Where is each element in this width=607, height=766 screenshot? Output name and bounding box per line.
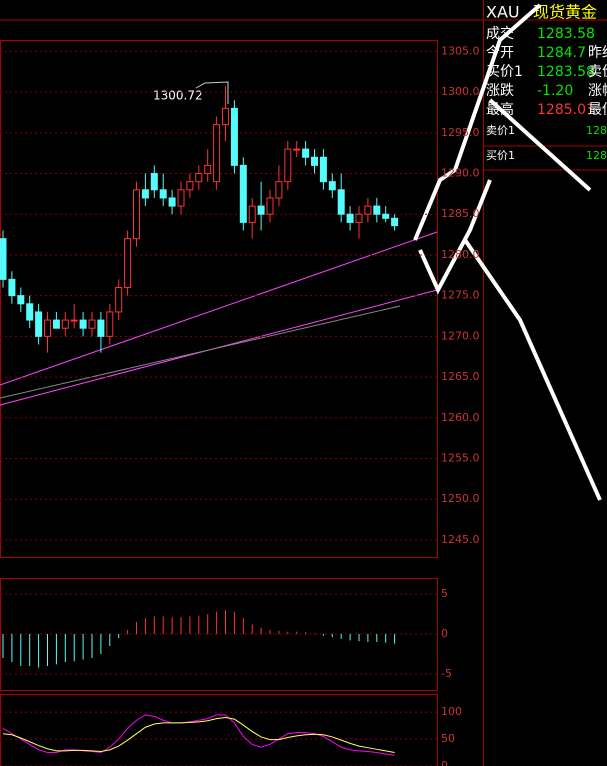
- quote-value: 1283.58: [537, 64, 595, 80]
- quote-label: 涨跌: [486, 83, 514, 99]
- y-tick-label: 1305.0: [441, 44, 480, 57]
- depth-label: 买价1: [486, 149, 515, 162]
- candle-body: [35, 311, 43, 337]
- candle-body: [8, 278, 16, 297]
- quote-label: 卖价: [588, 64, 607, 80]
- candle-body: [26, 303, 34, 321]
- candle-body: [382, 213, 390, 219]
- candle-body: [248, 205, 256, 223]
- y-tick-label: 0: [441, 627, 448, 640]
- quote-label: 涨幅: [588, 83, 607, 99]
- candle-body: [115, 287, 123, 313]
- candle-body: [88, 319, 96, 329]
- candle-body: [364, 205, 372, 215]
- y-tick-label: 5: [441, 587, 448, 600]
- candle-body: [0, 238, 7, 280]
- candle-body: [70, 319, 78, 322]
- y-tick-label: 100: [441, 705, 462, 718]
- candle-body: [124, 238, 132, 289]
- candle-body: [302, 148, 310, 158]
- candle-body: [284, 148, 292, 183]
- quote-value: 1284.7: [537, 45, 586, 61]
- candle-body: [239, 164, 247, 223]
- quote-value: -1.20: [537, 83, 573, 99]
- annotation-arrows: [413, 3, 602, 501]
- candle-body: [230, 107, 238, 166]
- candle-body: [337, 189, 345, 215]
- candle-body: [311, 156, 318, 166]
- candle-body: [159, 189, 167, 199]
- candle-body: [328, 181, 336, 191]
- main-frame: [0, 40, 438, 558]
- candle-body: [177, 189, 185, 207]
- y-tick-label: 1285.0: [441, 207, 480, 220]
- symbol: XAU: [486, 3, 520, 22]
- candle-body: [17, 295, 25, 305]
- candle-body: [141, 189, 149, 199]
- quote-label: 最高: [486, 101, 514, 118]
- y-tick-label: 1265.0: [441, 370, 480, 383]
- y-tick-label: 1245.0: [441, 533, 480, 546]
- symbol-name: 现货黄金: [533, 3, 597, 22]
- depth-label: 卖价1: [486, 124, 515, 137]
- candle-body: [373, 205, 381, 215]
- candle-body: [97, 319, 105, 337]
- y-tick-label: 1275.0: [441, 289, 480, 302]
- candle-body: [150, 173, 158, 191]
- candle-body: [266, 197, 274, 215]
- y-tick-label: 1280.0: [441, 248, 480, 261]
- quote-label: 最低: [588, 102, 607, 118]
- annotation-leader: [195, 81, 229, 104]
- candle-body: [133, 189, 140, 240]
- quote-label: 今开: [486, 45, 514, 61]
- trend-line: [0, 231, 438, 386]
- candle-body: [204, 164, 212, 175]
- candle-body: [168, 197, 176, 207]
- candle-body: [222, 107, 229, 126]
- y-tick-label: -5: [441, 667, 452, 680]
- candle-body: [257, 205, 265, 215]
- candle-body: [275, 181, 283, 199]
- candle-body: [79, 319, 87, 329]
- depth-value: 128: [586, 149, 607, 162]
- depth-value: 128: [586, 124, 607, 137]
- candle-body: [106, 311, 114, 337]
- y-tick-label: 1255.0: [441, 451, 480, 464]
- quote-label: 买价1: [486, 64, 523, 80]
- quote-value: 1285.01: [537, 102, 595, 118]
- candle-body: [44, 319, 51, 337]
- candle-body: [52, 319, 60, 329]
- trend-line: [0, 305, 401, 399]
- price-annotation: 1300.72: [153, 89, 203, 103]
- kdj-frame: [0, 694, 438, 766]
- y-tick-label: 1270.0: [441, 329, 480, 342]
- candle-body: [195, 173, 203, 183]
- y-tick-label: 0: [441, 759, 448, 766]
- y-tick-label: 1260.0: [441, 411, 480, 424]
- candle-body: [61, 319, 69, 329]
- y-tick-label: 50: [441, 732, 455, 745]
- candle-body: [293, 148, 301, 151]
- quote-label: 成交: [486, 25, 514, 42]
- y-tick-label: 1300.0: [441, 85, 480, 98]
- y-tick-label: 1250.0: [441, 492, 480, 505]
- y-tick-label: 1295.0: [441, 126, 480, 139]
- quote-value: 1283.58: [537, 26, 595, 42]
- indicator-line: [2, 714, 395, 756]
- candle-body: [355, 213, 363, 223]
- candle-body: [186, 181, 194, 191]
- indicator-line: [2, 717, 395, 754]
- quote-label: 昨结: [588, 45, 607, 61]
- candle-body: [391, 217, 399, 227]
- y-tick-label: 1290.0: [441, 167, 480, 180]
- candle-body: [319, 156, 327, 183]
- candle-body: [346, 213, 354, 223]
- candle-body: [213, 124, 221, 183]
